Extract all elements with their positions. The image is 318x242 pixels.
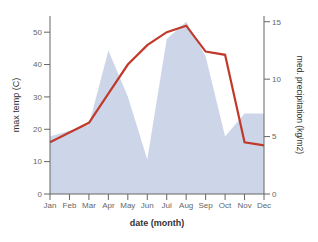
svg-text:Jun: Jun	[141, 201, 154, 210]
svg-text:10: 10	[33, 157, 42, 166]
svg-text:Apr: Apr	[102, 201, 115, 210]
svg-text:15: 15	[272, 18, 281, 27]
svg-text:Aug: Aug	[179, 201, 193, 210]
svg-text:med. precipitation (kg/m2): med. precipitation (kg/m2)	[295, 56, 305, 154]
svg-text:date (month): date (month)	[130, 218, 185, 228]
svg-text:50: 50	[33, 28, 42, 37]
svg-text:max temp (C): max temp (C)	[11, 78, 21, 133]
svg-text:Nov: Nov	[237, 201, 251, 210]
svg-text:10: 10	[272, 75, 281, 84]
svg-text:May: May	[120, 201, 135, 210]
svg-text:30: 30	[33, 93, 42, 102]
svg-text:40: 40	[33, 60, 42, 69]
svg-text:Oct: Oct	[219, 201, 232, 210]
svg-text:Sep: Sep	[199, 201, 214, 210]
svg-text:0: 0	[272, 190, 277, 199]
svg-text:Dec: Dec	[257, 201, 271, 210]
svg-text:Feb: Feb	[63, 201, 77, 210]
svg-text:Jan: Jan	[44, 201, 57, 210]
svg-text:5: 5	[272, 132, 277, 141]
svg-text:Jul: Jul	[162, 201, 172, 210]
svg-text:20: 20	[33, 125, 42, 134]
svg-text:Mar: Mar	[82, 201, 96, 210]
svg-text:0: 0	[38, 190, 43, 199]
